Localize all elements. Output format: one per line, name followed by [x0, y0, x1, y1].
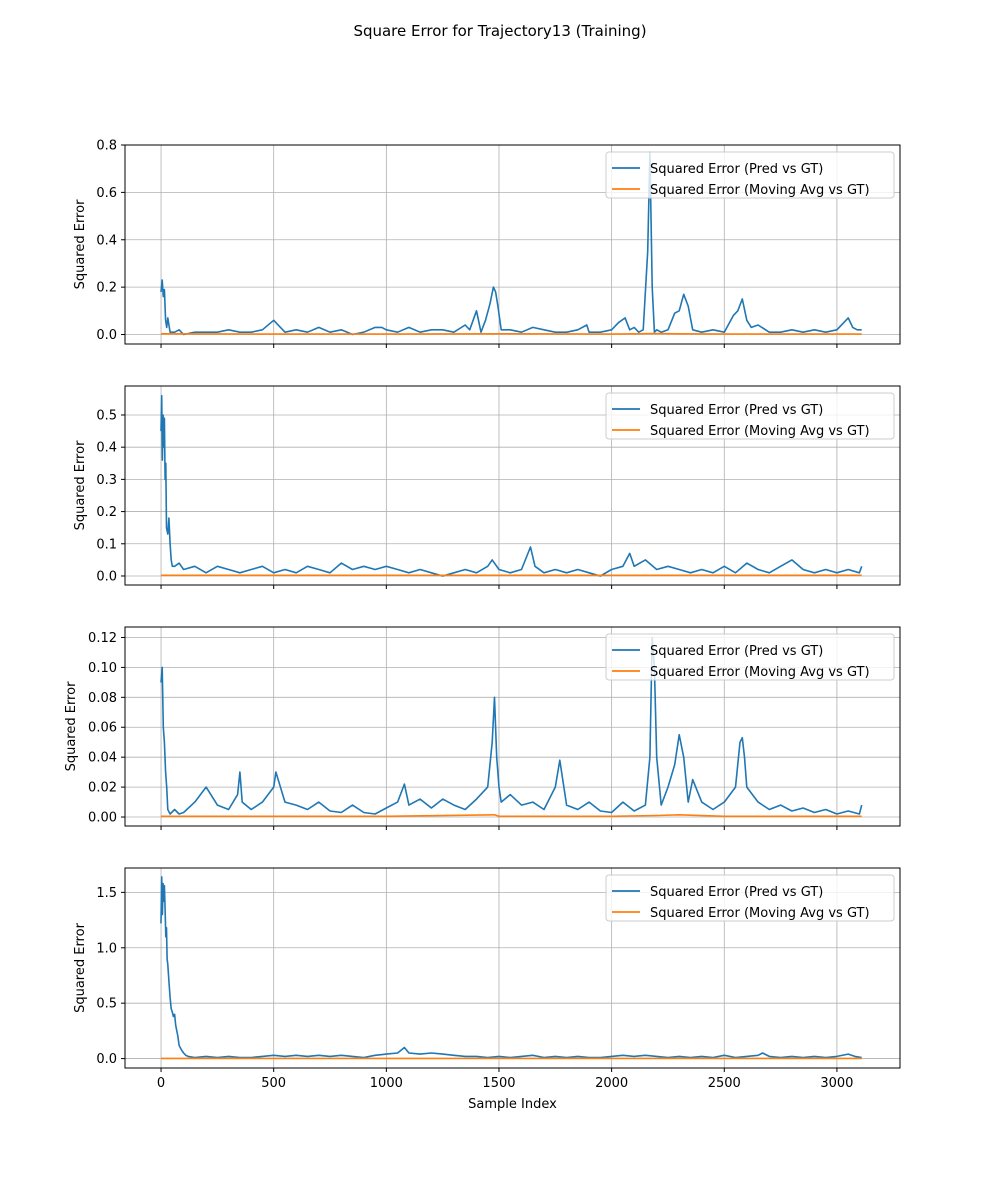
legend: Squared Error (Pred vs GT) Squared Error … — [605, 874, 895, 922]
y-tick-label: 0.5 — [96, 408, 117, 423]
series-group — [160, 394, 863, 577]
axes-frame — [124, 626, 901, 827]
legend: Squared Error (Pred vs GT) Squared Error … — [605, 392, 895, 440]
x-tick-label: 3000 — [820, 1076, 853, 1091]
series-group — [160, 151, 862, 336]
legend-entry: Squared Error (Pred vs GT) — [650, 162, 823, 177]
legend-entry: Squared Error (Moving Avg vs GT) — [650, 183, 870, 198]
x-tick-label: 500 — [261, 1076, 286, 1091]
y-tick-label: 0.00 — [88, 811, 117, 826]
series-line-moving-avg-vs-gt — [161, 813, 862, 818]
x-axis: 0 500 1000 1500 2000 2500 3000 Sample Index — [157, 1068, 853, 1112]
y-axis-label: Squared Error — [73, 440, 88, 530]
x-tick-label: 0 — [157, 1076, 165, 1091]
x-axis — [160, 344, 838, 348]
y-tick-label: 0.5 — [96, 997, 117, 1012]
y-tick-label: 0.6 — [96, 186, 117, 201]
y-tick-label: 0.4 — [96, 233, 117, 248]
legend: Squared Error (Pred vs GT) Squared Error … — [605, 633, 895, 681]
legend-entry: Squared Error (Moving Avg vs GT) — [650, 906, 870, 921]
y-axis-label: Squared Error — [73, 922, 88, 1012]
y-tick-label: 0.02 — [88, 781, 117, 796]
y-tick-label: 0.0 — [96, 569, 117, 584]
y-axis-label: Squared Error — [73, 199, 88, 289]
legend-entry: Squared Error (Pred vs GT) — [650, 644, 823, 659]
y-tick-label: 0.3 — [96, 473, 117, 488]
y-tick-label: 0.2 — [96, 505, 117, 520]
legend-entry: Squared Error (Moving Avg vs GT) — [650, 424, 870, 439]
axes-frame — [124, 144, 901, 345]
legend: Squared Error (Pred vs GT) Squared Error … — [605, 151, 895, 199]
subplots: 0.0 0.2 0.4 0.6 0.8 Squared Error Squared Erro… — [64, 139, 901, 1112]
y-tick-label: 0.08 — [88, 691, 117, 706]
series-line-pred-vs-gt — [160, 876, 862, 1059]
axes-frame — [124, 385, 901, 586]
series-line-pred-vs-gt — [160, 636, 863, 815]
y-axis: 0.0 0.1 0.2 0.3 0.4 0.5 Squared Error — [73, 408, 125, 584]
legend-box — [605, 392, 895, 440]
y-axis: 0.0 0.5 1.0 1.5 Squared Error — [73, 886, 125, 1067]
x-tick-label: 1000 — [370, 1076, 403, 1091]
y-tick-label: 0.1 — [96, 537, 117, 552]
subplot-2: 0.0 0.1 0.2 0.3 0.4 0.5 Squared Error Squared E… — [73, 385, 901, 589]
y-tick-label: 0.0 — [96, 328, 117, 343]
series-line-pred-vs-gt — [160, 394, 863, 577]
subplot-1: 0.0 0.2 0.4 0.6 0.8 Squared Error Squared Erro… — [73, 139, 901, 348]
y-axis: 0.00 0.02 0.04 0.06 0.08 0.10 0.12 Squared Erro… — [64, 631, 125, 826]
legend-entry: Squared Error (Pred vs GT) — [650, 403, 823, 418]
legend-box — [605, 151, 895, 199]
series-line-moving-avg-vs-gt — [160, 332, 862, 335]
x-tick-label: 1500 — [482, 1076, 515, 1091]
x-tick-label: 2500 — [708, 1076, 741, 1091]
series-group — [160, 876, 862, 1060]
y-tick-label: 0.10 — [88, 661, 117, 676]
y-tick-label: 0.4 — [96, 441, 117, 456]
series-line-pred-vs-gt — [160, 151, 862, 336]
axes-frame — [124, 867, 901, 1069]
legend-box — [605, 874, 895, 922]
y-tick-label: 0.06 — [88, 721, 117, 736]
series-group — [160, 636, 863, 818]
y-tick-label: 0.0 — [96, 1052, 117, 1067]
y-tick-label: 1.0 — [96, 941, 117, 956]
x-axis — [160, 826, 838, 830]
x-tick-label: 2000 — [595, 1076, 628, 1091]
y-tick-label: 1.5 — [96, 886, 117, 901]
x-axis — [160, 585, 838, 589]
x-axis-label: Sample Index — [468, 1097, 557, 1112]
legend-box — [605, 633, 895, 681]
y-tick-label: 0.2 — [96, 281, 117, 296]
y-axis-label: Squared Error — [64, 681, 79, 771]
y-tick-label: 0.8 — [96, 139, 117, 154]
y-tick-label: 0.12 — [88, 631, 117, 646]
legend-entry: Squared Error (Moving Avg vs GT) — [650, 665, 870, 680]
y-tick-label: 0.04 — [88, 751, 117, 766]
legend-entry: Squared Error (Pred vs GT) — [650, 885, 823, 900]
subplot-3: 0.00 0.02 0.04 0.06 0.08 0.10 0.12 Squared Erro… — [64, 626, 901, 830]
y-axis: 0.0 0.2 0.4 0.6 0.8 Squared Error — [73, 139, 125, 343]
figure-title: Square Error for Trajectory13 (Training) — [353, 22, 646, 40]
